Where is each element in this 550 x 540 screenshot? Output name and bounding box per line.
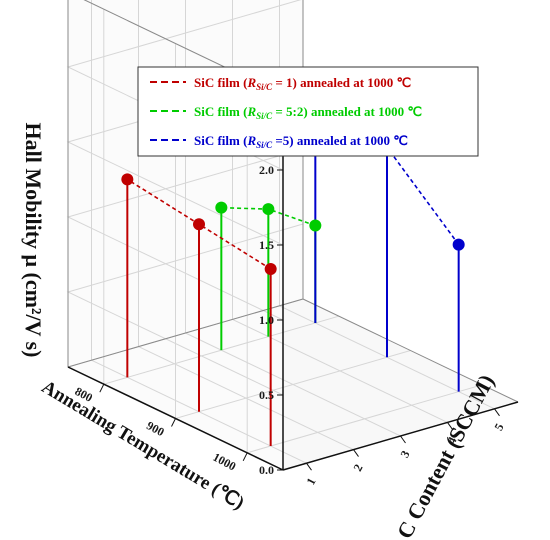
carbon-tick-mark — [447, 422, 453, 430]
legend-entry-3: SiC film (RSi/C =5) annealed at 1000 ℃ — [194, 133, 408, 150]
series-1-point-1 — [264, 263, 277, 276]
temperature-tick-label: 1000 — [211, 450, 239, 474]
series-2-point-1 — [309, 219, 322, 232]
mobility-tick-label: 0.5 — [259, 388, 274, 402]
series-1-point-3 — [121, 173, 134, 186]
series-3-point-1 — [452, 238, 465, 251]
temperature-tick-mark — [242, 452, 248, 462]
frame-edge — [302, 298, 519, 403]
mobility-tick-label: 1.0 — [259, 313, 274, 327]
carbon-tick-mark — [494, 408, 500, 417]
legend-entry-2: SiC film (RSi/C = 5:2) annealed at 1000 … — [194, 104, 422, 121]
temperature-tick-mark — [171, 418, 176, 427]
carbon-tick-label: 4 — [444, 435, 459, 447]
series-1-point-2 — [193, 218, 205, 231]
frame-edge — [67, 298, 304, 368]
carbon-tick-mark — [306, 462, 312, 471]
temperature-tick-mark — [99, 383, 105, 393]
mobility-tick-label: 1.5 — [259, 238, 274, 252]
series-2-point-3 — [215, 201, 228, 214]
legend-box — [137, 66, 479, 157]
carbon-tick-label: 5 — [491, 421, 506, 433]
legend-entry-1: SiC film (RSi/C = 1) annealed at 1000 ℃ — [194, 75, 411, 92]
carbon-tick-label: 1 — [303, 475, 318, 487]
carbon-tick-label: 3 — [397, 448, 412, 460]
mobility-tick-label: 2.0 — [259, 163, 274, 177]
carbon-tick-mark — [353, 449, 359, 457]
series-2-point-2 — [262, 203, 275, 216]
mobility-axis-label: Hall Mobility μ (cm²/V s) — [21, 123, 46, 358]
chart-legend: SiC film (RSi/C = 1) annealed at 1000 ℃ S… — [137, 66, 479, 157]
mobility-tick-label: 0.0 — [259, 463, 274, 477]
carbon-tick-mark — [400, 435, 406, 444]
carbon-tick-label: 2 — [350, 462, 365, 474]
